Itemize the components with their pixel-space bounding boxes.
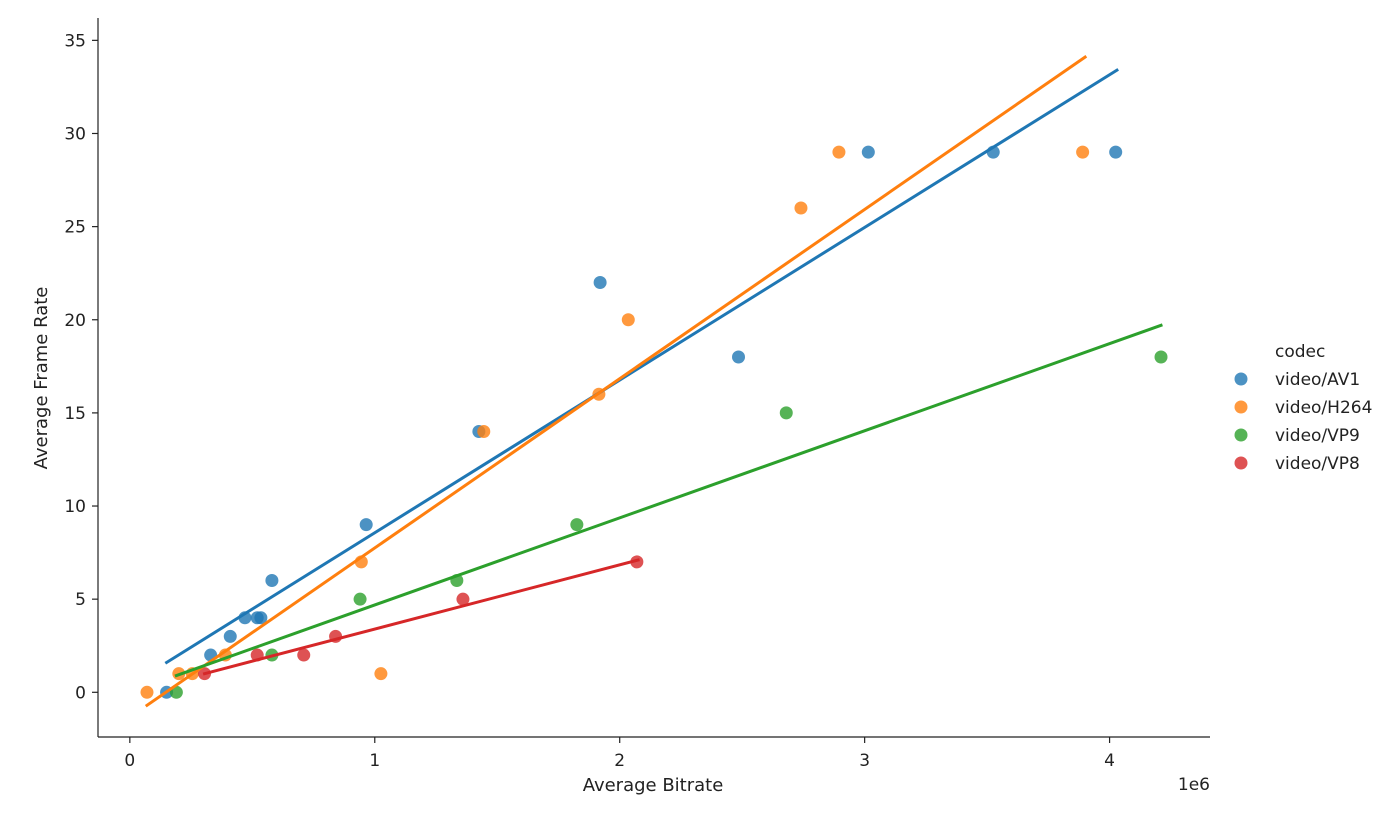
x-tick-label: 0 (124, 751, 135, 771)
data-point (621, 313, 635, 327)
data-point (456, 592, 470, 606)
data-point (861, 145, 875, 159)
data-point (1109, 145, 1123, 159)
series-video-av1 (160, 145, 1123, 699)
regression-line (144, 55, 1088, 708)
y-tick-label: 30 (64, 124, 86, 144)
y-axis-label: Average Frame Rate (31, 287, 52, 470)
plot-area (140, 55, 1168, 708)
legend-label: video/AV1 (1275, 370, 1360, 390)
data-point (1076, 145, 1090, 159)
data-point (265, 574, 279, 588)
legend-label: video/VP8 (1275, 454, 1360, 474)
data-point (779, 406, 793, 420)
x-tick-label: 2 (614, 751, 625, 771)
regression-line (164, 68, 1119, 665)
data-point (223, 629, 237, 643)
x-tick-label: 3 (859, 751, 870, 771)
data-point (593, 276, 607, 290)
data-point (832, 145, 846, 159)
data-point (477, 425, 491, 439)
x-offset-text: 1e6 (1178, 775, 1210, 795)
y-tick-label: 10 (64, 497, 86, 517)
data-point (374, 667, 388, 681)
axes (97, 18, 1210, 738)
legend-label: video/H264 (1275, 398, 1372, 418)
data-point (297, 648, 311, 662)
y-tick-label: 20 (64, 311, 86, 331)
legend: codec video/AV1 video/H264 video/VP9 video/… (1234, 342, 1372, 474)
y-tick-label: 35 (64, 31, 86, 51)
data-point (1154, 350, 1168, 364)
ticks: 0 1 2 3 4 0 5 10 15 20 25 30 35 (64, 31, 1115, 771)
x-tick-label: 1 (369, 751, 380, 771)
legend-marker (1234, 400, 1248, 414)
data-point (570, 518, 584, 532)
data-point (353, 592, 367, 606)
x-tick-label: 4 (1104, 751, 1115, 771)
regression-line (202, 558, 640, 676)
data-point (140, 685, 154, 699)
data-point (732, 350, 746, 364)
legend-marker (1234, 456, 1248, 470)
y-tick-label: 25 (64, 218, 86, 238)
legend-marker (1234, 428, 1248, 442)
series-video-vp9 (169, 350, 1168, 699)
y-tick-label: 0 (75, 683, 86, 703)
data-point (359, 518, 373, 532)
y-tick-label: 5 (75, 590, 86, 610)
y-tick-label: 15 (64, 404, 86, 424)
legend-marker (1234, 372, 1248, 386)
legend-title: codec (1275, 342, 1325, 362)
data-point (794, 201, 808, 215)
series-video-h264 (140, 145, 1090, 699)
data-point (254, 611, 268, 625)
regression-line (174, 323, 1163, 678)
x-axis-label: Average Bitrate (583, 775, 724, 796)
legend-label: video/VP9 (1275, 426, 1360, 446)
